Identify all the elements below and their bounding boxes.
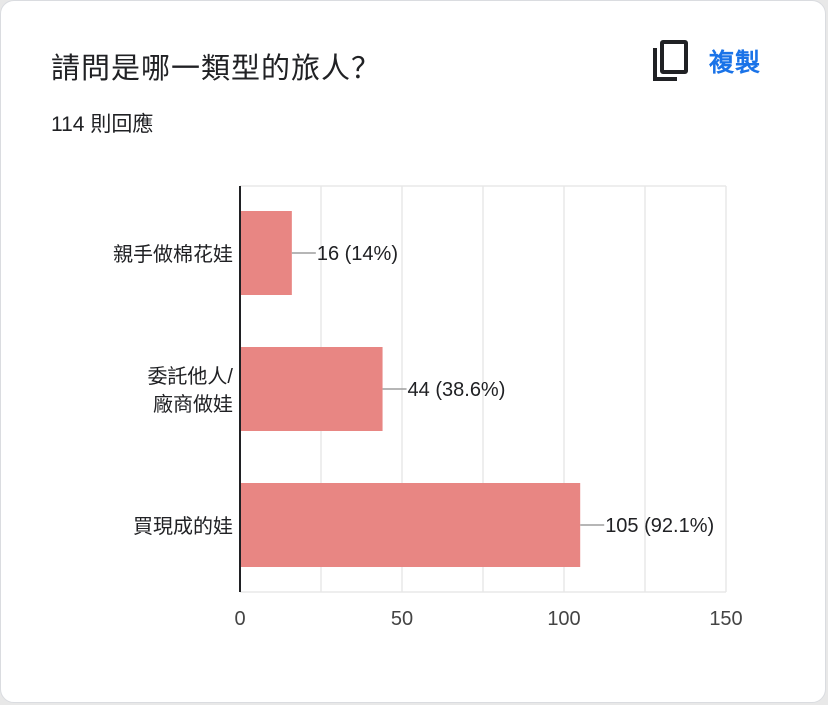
data-label: 44 (38.6%) <box>408 379 506 401</box>
category-label: 買現成的娃 <box>133 515 233 538</box>
bar <box>240 211 292 295</box>
copy-button[interactable]: 複製 <box>651 39 781 83</box>
copy-label: 複製 <box>709 49 762 77</box>
data-label: 16 (14%) <box>317 243 398 265</box>
x-tick-label: 0 <box>234 608 245 630</box>
category-label: 廠商做娃 <box>153 392 233 416</box>
category-label: 委託他人/ <box>147 365 233 388</box>
response-count: 114 則回應 <box>51 113 154 136</box>
bar <box>240 483 581 567</box>
x-tick-label: 50 <box>391 608 413 630</box>
question-title: 請問是哪一類型的旅人？ <box>51 53 382 85</box>
x-tick-label: 100 <box>547 608 580 630</box>
category-label: 親手做棉花娃 <box>113 243 233 266</box>
copy-icon <box>653 40 688 81</box>
x-tick-label: 150 <box>709 608 742 630</box>
bar <box>240 347 383 431</box>
data-label: 105 (92.1%) <box>605 515 714 537</box>
